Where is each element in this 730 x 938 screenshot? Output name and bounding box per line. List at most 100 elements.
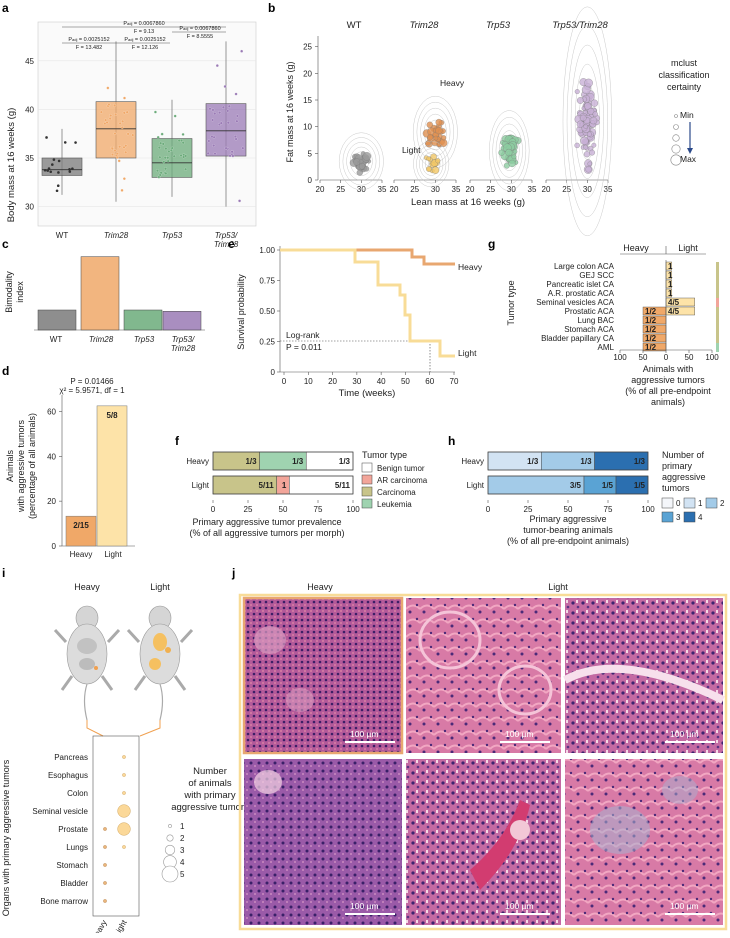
panel-b-light-label: Light [402,145,421,155]
panel-g-xtick: 0 [664,353,669,362]
data-point [218,111,222,115]
svg-text:Padj = 0.0025152: Padj = 0.0025152 [124,37,165,43]
panel-b-xtick: 25 [486,185,495,194]
data-point [223,85,227,88]
panel-a-ytick: 35 [25,154,34,163]
svg-text:mclust: mclust [671,58,698,68]
data-point [425,140,431,147]
svg-text:Trim28: Trim28 [214,240,239,249]
count-legend-swatch [661,511,674,523]
panel-b-ytick: 25 [303,43,312,52]
data-point [435,118,443,126]
svg-text:Primary aggressive tumor preva: Primary aggressive tumor prevalence [192,517,341,527]
tumor-category-strip [716,298,719,307]
animal-segment-label: 1/3 [634,457,646,466]
data-point [498,149,505,156]
tumor-segment-label: 1/3 [339,457,351,466]
size-legend-circle [164,844,176,856]
data-point [580,136,589,145]
light-tumor-label: 1 [668,289,673,298]
bar-value-label: 2/15 [73,521,89,530]
size-legend-label: 4 [180,858,185,867]
panel-e-xtick: 50 [401,377,410,386]
mouse-light-illustration [126,605,194,721]
bimodality-bar [162,311,202,331]
tumor-legend-label: Benign tumor [377,464,425,473]
data-point [210,135,214,138]
svg-text:(percentage of all animals): (percentage of all animals) [27,413,37,519]
svg-text:Light: Light [548,582,568,592]
size-legend-circle [168,824,172,828]
svg-text:Log-rank: Log-rank [286,330,320,340]
panel-d-ytick: 60 [47,407,56,416]
data-point [586,131,592,137]
tumor-type-label: A.R. prostatic ACA [548,289,615,298]
organ-label: Prostate [58,825,88,834]
survival-heavy-line [280,248,455,266]
tumor-segment-label: 1 [282,481,287,490]
svg-text:Heavy: Heavy [623,243,649,253]
tumor-segment-label: 1/3 [245,457,257,466]
svg-text:P = 0.01466: P = 0.01466 [70,377,114,386]
panel-d-ytick: 0 [52,542,57,551]
panel-e-survival: Survival probability 0 0.25 0.50 0.75 1.00 0… [236,246,483,399]
data-point [184,154,188,158]
aggressive-tumor-bar [65,515,97,547]
data-point [505,148,513,157]
panel-b-title-trp53: Trp53 [486,20,511,31]
histology-light-3: 100 µm [406,759,561,925]
tumor-legend-swatch [361,462,373,473]
panel-d-bar: P = 0.01466 χ² = 5.9571, df = 1 Animals … [5,377,135,559]
data-point [362,152,372,161]
tumor-category-strip [716,262,719,271]
data-point [104,118,108,122]
svg-text:100 µm: 100 µm [350,901,379,911]
panel-b-scatter: WT Trim28 Trp53 Trp53/Trim28 Fat mass at… [285,6,710,237]
data-point [587,108,595,115]
svg-text:Padj = 0.0025152: Padj = 0.0025152 [68,37,109,43]
data-point [115,156,119,159]
panel-j-label: j [231,566,235,580]
count-legend-label: 1 [698,499,703,508]
svg-text:Light: Light [112,918,129,933]
data-point [126,132,130,136]
panel-b-heavy-label: Heavy [440,78,465,88]
data-point [212,144,216,147]
panel-b-xtick: 30 [583,185,592,194]
data-point [99,110,103,114]
panel-c-bar: Bimodality index WT Trim28 Trp53 Trp53/ … [4,256,205,353]
panel-a-ytick: 45 [25,57,34,66]
data-point [131,133,135,137]
svg-text:Tumor type: Tumor type [506,280,516,325]
panel-e-xtick: 40 [377,377,386,386]
organ-label: Bone marrow [40,897,88,906]
svg-text:(% of all aggressive tumors pe: (% of all aggressive tumors per morph) [189,528,344,538]
bimodality-bar [37,309,77,331]
data-point [208,107,212,111]
data-point [180,139,183,142]
data-point [576,97,584,104]
animal-segment-label: 1/5 [602,481,614,490]
count-legend-swatch [705,497,718,509]
panel-a-ytick: 40 [25,105,34,114]
data-point [122,145,126,149]
data-point [162,160,166,164]
histology-light-2: 100 µm [563,598,725,753]
size-legend-label: 2 [180,834,185,843]
data-point [211,118,214,122]
data-point [43,168,47,172]
panel-b-title-trim28: Trim28 [410,20,440,31]
data-point [227,104,231,108]
data-point [117,159,121,163]
data-point [123,96,126,100]
bimodality-bar [80,256,120,331]
data-point [172,154,176,158]
data-point [167,150,171,153]
panel-h-xtick: 50 [564,505,573,514]
svg-text:100 µm: 100 µm [505,729,534,739]
tumor-type-label: Large colon ACA [554,262,615,271]
tumor-segment-label: 5/11 [259,481,275,490]
light-organ-dot [122,755,126,759]
data-point [184,167,188,171]
